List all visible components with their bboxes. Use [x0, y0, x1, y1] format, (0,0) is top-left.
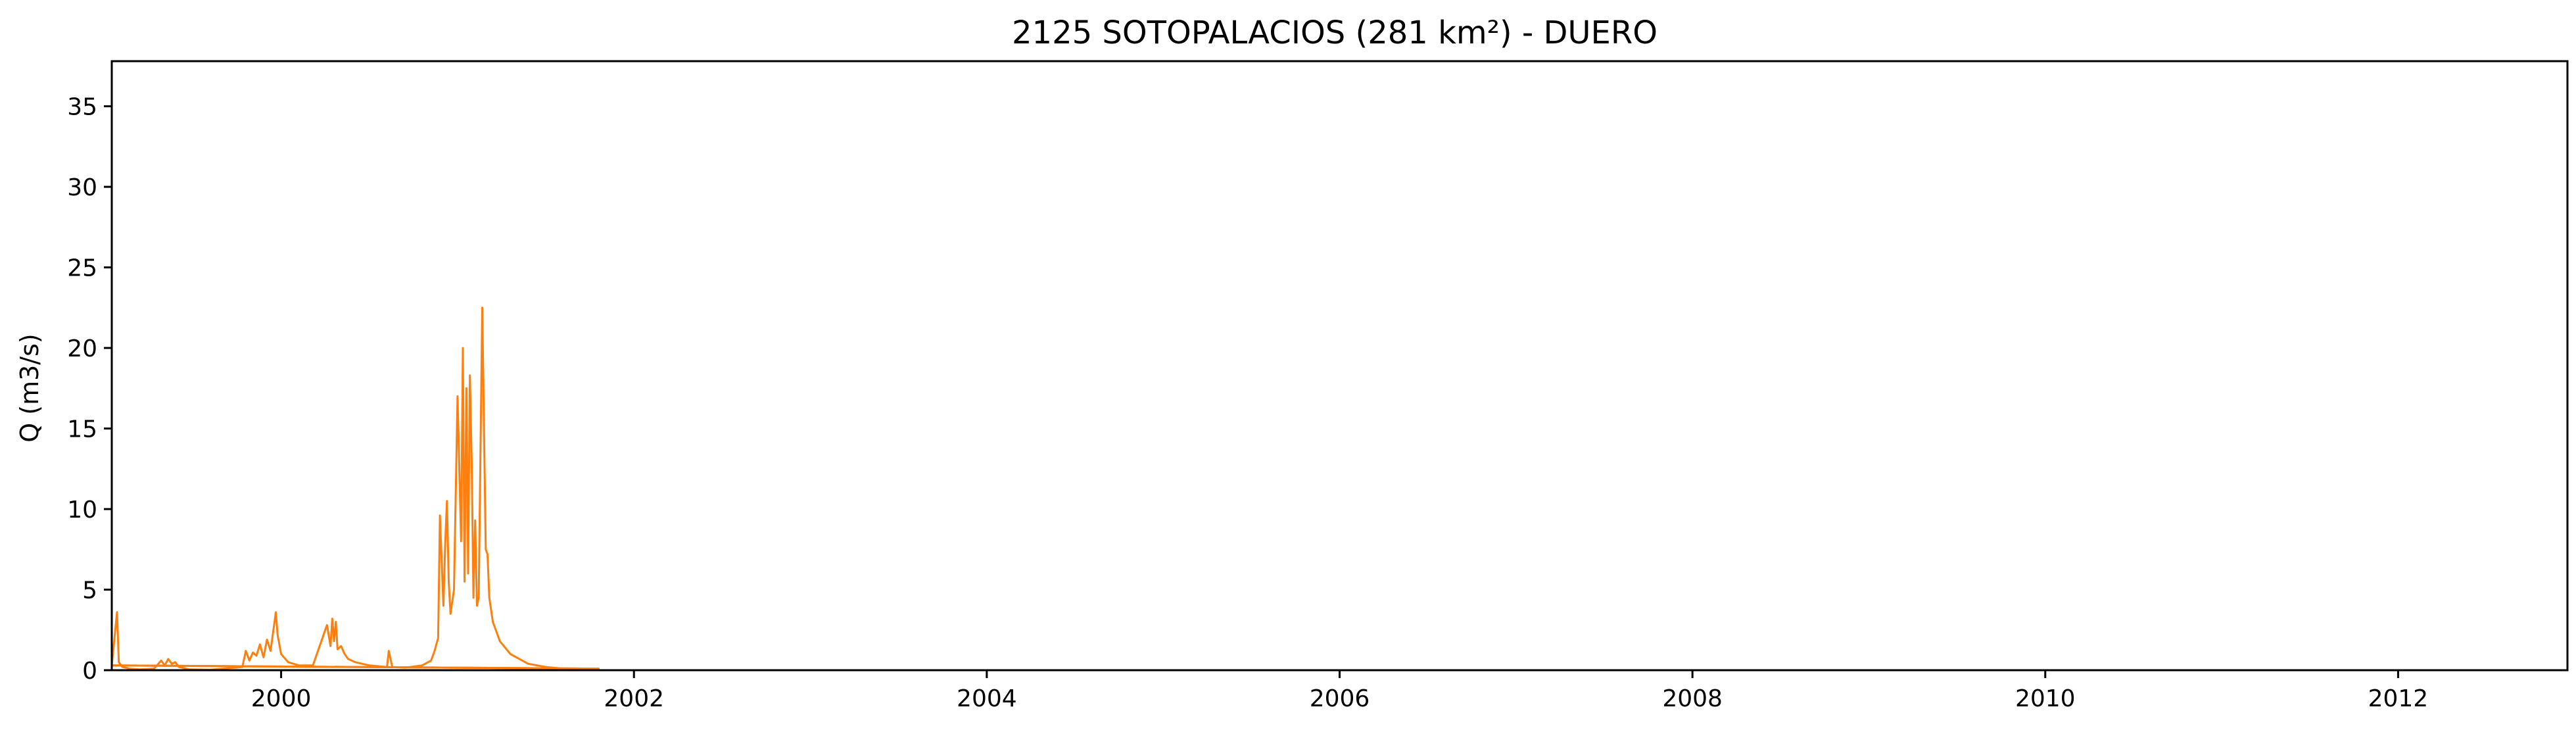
- x-tick-label: 2008: [1662, 685, 1723, 712]
- x-tick-label: 2010: [2015, 685, 2076, 712]
- x-tick-label: 2000: [251, 685, 312, 712]
- x-tick-label: 2006: [1310, 685, 1370, 712]
- y-tick-label: 30: [67, 174, 97, 201]
- y-tick-label: 10: [67, 497, 97, 524]
- y-tick-label: 25: [67, 255, 97, 282]
- y-tick-label: 15: [67, 416, 97, 443]
- y-tick-label: 35: [67, 94, 97, 121]
- y-axis-ticks: 0 5 10 15 20 25 30 35: [67, 94, 112, 685]
- plot-frame: [110, 60, 2569, 672]
- x-tick-label: 2002: [604, 685, 664, 712]
- series-group: [110, 306, 600, 671]
- series-line-1: [110, 306, 600, 671]
- series-line-3: [111, 664, 599, 670]
- x-axis-ticks: 2000 2002 2004 2006 2008 2010 2012: [251, 670, 2428, 712]
- x-tick-label: 2012: [2368, 685, 2429, 712]
- x-tick-label: 2004: [957, 685, 1017, 712]
- y-axis-label: Q (m3/s): [15, 333, 44, 442]
- chart-title: 2125 SOTOPALACIOS (281 km²) - DUERO: [1012, 14, 1658, 51]
- y-tick-label: 5: [82, 577, 97, 604]
- y-tick-label: 0: [82, 658, 97, 685]
- y-tick-label: 20: [67, 335, 97, 362]
